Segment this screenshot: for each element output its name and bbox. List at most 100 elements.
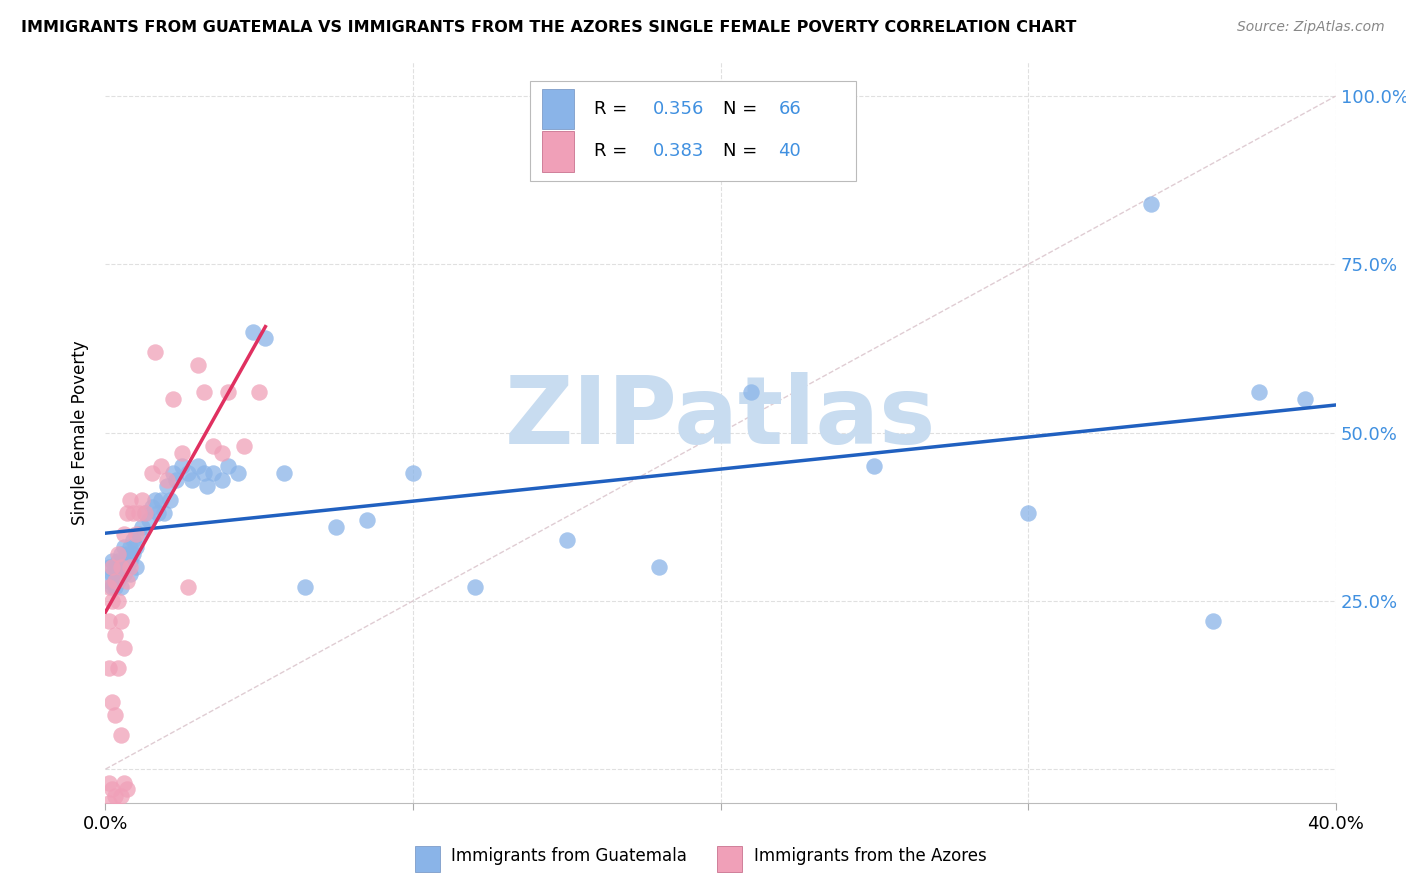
Text: Source: ZipAtlas.com: Source: ZipAtlas.com <box>1237 20 1385 34</box>
Point <box>464 581 486 595</box>
Point <box>110 560 132 574</box>
Point <box>273 466 295 480</box>
Point <box>242 325 264 339</box>
Point <box>177 466 200 480</box>
Point <box>128 507 150 521</box>
Point <box>110 789 132 803</box>
Point <box>162 466 184 480</box>
Point <box>146 507 169 521</box>
Point <box>1201 614 1223 628</box>
Point <box>104 560 127 574</box>
Point <box>211 446 233 460</box>
Point <box>100 695 122 709</box>
Point <box>122 547 145 561</box>
Point <box>402 466 425 480</box>
Point <box>125 526 148 541</box>
Point <box>120 540 141 554</box>
Point <box>110 581 132 595</box>
Point <box>104 627 127 641</box>
Point <box>232 439 254 453</box>
Text: 66: 66 <box>779 100 801 118</box>
Point <box>195 479 218 493</box>
Point <box>226 466 249 480</box>
Point <box>120 560 141 574</box>
Point <box>1247 385 1270 400</box>
Text: N =: N = <box>723 100 763 118</box>
Point <box>100 560 122 574</box>
Point <box>104 708 127 723</box>
Point <box>187 359 209 373</box>
Text: 0.356: 0.356 <box>652 100 704 118</box>
Point <box>122 533 145 548</box>
Text: 40: 40 <box>779 143 801 161</box>
Point <box>153 507 176 521</box>
Point <box>138 513 160 527</box>
Point <box>107 574 129 588</box>
Point <box>100 553 122 567</box>
Point <box>193 466 215 480</box>
Point <box>107 661 129 675</box>
Point <box>112 566 135 581</box>
Point <box>107 803 129 817</box>
Point <box>193 385 215 400</box>
Text: Immigrants from the Azores: Immigrants from the Azores <box>754 847 987 865</box>
Point <box>115 782 138 797</box>
Point <box>97 614 120 628</box>
Text: N =: N = <box>723 143 763 161</box>
Point <box>187 459 209 474</box>
Point <box>202 466 225 480</box>
Point <box>254 331 277 345</box>
Point <box>115 547 138 561</box>
Point <box>131 492 153 507</box>
Point <box>1017 507 1039 521</box>
Point <box>162 392 184 406</box>
Point <box>112 540 135 554</box>
Text: R =: R = <box>593 100 633 118</box>
Point <box>104 574 127 588</box>
Point <box>97 574 120 588</box>
FancyBboxPatch shape <box>530 81 856 181</box>
Point <box>218 459 240 474</box>
Point <box>247 385 270 400</box>
Point <box>211 473 233 487</box>
Point <box>112 775 135 789</box>
Point <box>107 594 129 608</box>
Point <box>128 526 150 541</box>
Point <box>97 581 120 595</box>
Point <box>100 581 122 595</box>
Point <box>740 385 762 400</box>
Text: Immigrants from Guatemala: Immigrants from Guatemala <box>451 847 688 865</box>
Point <box>172 446 194 460</box>
Point <box>100 782 122 797</box>
Text: IMMIGRANTS FROM GUATEMALA VS IMMIGRANTS FROM THE AZORES SINGLE FEMALE POVERTY CO: IMMIGRANTS FROM GUATEMALA VS IMMIGRANTS … <box>21 20 1077 35</box>
Point <box>110 560 132 574</box>
Point <box>107 547 129 561</box>
Point <box>156 479 179 493</box>
Point <box>125 540 148 554</box>
Point <box>112 553 135 567</box>
Point <box>1140 196 1163 211</box>
Point <box>294 581 316 595</box>
Point <box>120 492 141 507</box>
Point <box>356 513 378 527</box>
Point <box>97 661 120 675</box>
Point <box>648 560 671 574</box>
Point <box>141 466 163 480</box>
Point <box>325 520 347 534</box>
Point <box>159 492 181 507</box>
Point <box>107 566 129 581</box>
Y-axis label: Single Female Poverty: Single Female Poverty <box>72 341 90 524</box>
Point <box>104 581 127 595</box>
Text: R =: R = <box>593 143 633 161</box>
Point <box>112 640 135 655</box>
Bar <box>543 131 574 171</box>
Point <box>120 566 141 581</box>
Point <box>863 459 886 474</box>
Point <box>120 553 141 567</box>
Point <box>202 439 225 453</box>
Point <box>97 560 120 574</box>
Point <box>110 614 132 628</box>
Point <box>110 547 132 561</box>
Point <box>149 492 172 507</box>
Point <box>149 459 172 474</box>
